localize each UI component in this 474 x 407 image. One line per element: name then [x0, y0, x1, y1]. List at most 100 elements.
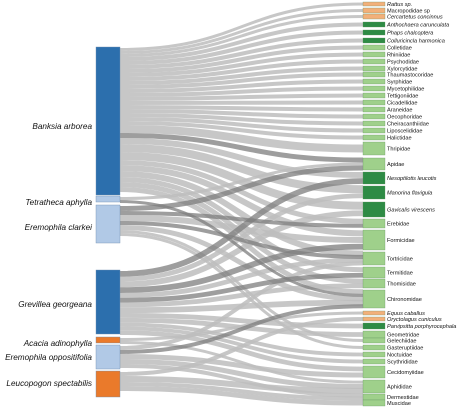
visitor-label-parvipsitta-porphyrocephala: Parvipsitta porphyrocephala — [387, 324, 456, 330]
plant-label-leucopogon-spectabilis: Leucopogon spectabilis — [6, 379, 92, 388]
visitor-label-cercartetus-concinnus: Cercartetus concinnus — [387, 15, 443, 21]
visitor-node-rattus-sp — [362, 1, 386, 7]
visitor-node-cicadellidae — [362, 99, 386, 106]
plant-label-eremophila-clarkei: Eremophila clarkei — [25, 223, 93, 232]
flow-banksia-arborea-to-oecophoridae — [119, 109, 364, 119]
visitor-node-chironomidae — [362, 289, 386, 309]
visitor-node-thomisidae — [362, 278, 386, 289]
visitor-node-psychodidae — [362, 58, 386, 65]
visitor-node-oecophoridae — [362, 113, 386, 120]
flow-eremophila-oppositifolia-to-cecidomyiidae — [119, 354, 364, 378]
plant-label-banksia-arborea: Banksia arborea — [32, 122, 92, 131]
visitor-node-erebidae — [362, 218, 386, 229]
visitor-label-manorina-flavigula: Manorina flavigula — [387, 191, 432, 197]
flow-grevillea-georgeana-to-tortricidae — [119, 257, 364, 298]
flow-tetratheca-aphylla-to-apidae — [119, 162, 364, 200]
flow-eremophila-clarkei-to-erebidae — [119, 211, 364, 228]
visitor-label-noctuidae: Noctuidae — [387, 353, 412, 359]
visitor-label-anthochaera-carunculata: Anthochaera carunculata — [386, 23, 449, 29]
visitor-node-parvipsitta-porphyrocephala — [362, 322, 386, 330]
visitor-label-termitidae: Termitidae — [387, 271, 413, 277]
visitor-node-oryctolagus-cuniculus — [362, 316, 386, 322]
visitor-node-macropodidae-sp — [362, 7, 386, 14]
plant-node-acacia-adinophylla — [95, 336, 121, 344]
interaction-flows — [119, 2, 364, 406]
flow-grevillea-georgeana-to-noctuidae — [119, 322, 364, 357]
visitor-node-scythrididae — [362, 358, 386, 365]
visitor-label-muscidae: Muscidae — [387, 401, 411, 407]
visitor-label-cheiracanthiidae: Cheiracanthiidae — [387, 122, 429, 128]
flow-grevillea-georgeana-to-termitidae — [119, 272, 364, 303]
plant-labels: Banksia arborea Tetratheca aphylla Eremoph… — [5, 122, 92, 388]
visitor-node-mycetophilidae — [362, 85, 386, 92]
visitor-label-macropodidae-sp: Macropodidae sp — [387, 9, 430, 15]
flow-banksia-arborea-to-psychodidae — [119, 59, 364, 81]
flow-banksia-arborea-to-colletidae — [119, 45, 364, 73]
visitor-node-geometridae — [362, 330, 386, 339]
flow-eremophila-clarkei-to-chironomidae — [119, 225, 364, 302]
visitor-node-rhiniidae — [362, 51, 386, 58]
flow-grevillea-georgeana-to-manorina-flavigula — [119, 193, 364, 282]
visitor-node-colletidae — [362, 44, 386, 51]
visitor-label-chironomidae: Chironomidae — [387, 297, 422, 303]
flow-banksia-arborea-to-rhiniidae — [119, 52, 364, 77]
flow-leucopogon-spectabilis-to-muscidae — [119, 386, 364, 406]
visitor-node-phaps-chalcoptera — [362, 29, 386, 36]
flow-leucopogon-spectabilis-to-aphididae — [119, 376, 364, 394]
visitor-node-araneidae — [362, 106, 386, 113]
visitor-node-apidae — [362, 157, 386, 171]
visitor-node-cecidomyiidae — [362, 365, 386, 379]
flow-acacia-adinophylla-to-equus-caballus — [119, 311, 364, 341]
visitor-label-erebidae: Erebidae — [387, 222, 409, 228]
plant-node-tetratheca-aphylla — [95, 195, 121, 203]
visitor-label-halictidae: Halictidae — [387, 136, 412, 142]
visitor-label-oecophoridae: Oecophoridae — [387, 115, 422, 121]
visitor-node-xylorcytidae — [362, 65, 386, 72]
visitor-label-psychodidae: Psychodidae — [387, 60, 419, 66]
plant-node-leucopogon-spectabilis — [95, 370, 121, 398]
visitor-label-nesoptilotis-leucotis: Nesoptilotis leucotis — [387, 176, 437, 182]
visitor-label-tettigoniidae: Tettigoniidae — [387, 94, 418, 100]
visitor-node-tortricidae — [362, 251, 386, 266]
flow-banksia-arborea-to-nesoptilotis-leucotis — [119, 138, 364, 178]
flow-leucopogon-spectabilis-to-oryctolagus-cuniculus — [119, 317, 364, 376]
visitor-label-formicidae: Formicidae — [387, 238, 415, 244]
visitor-label-rhiniidae: Rhiniidae — [387, 53, 410, 59]
visitor-label-oryctolagus-cuniculus: Oryctolagus cuniculus — [387, 317, 442, 323]
flow-banksia-arborea-to-cheiracanthiidae — [119, 113, 364, 126]
plant-nodes — [95, 46, 121, 398]
visitor-label-colluricincla-harmonica: Colluricincla harmonica — [387, 39, 445, 45]
visitor-node-tettigoniidae — [362, 92, 386, 99]
plant-label-tetratheca-aphylla: Tetratheca aphylla — [25, 198, 92, 207]
flow-banksia-arborea-to-xylorcytidae — [119, 66, 364, 85]
visitor-label-apidae: Apidae — [387, 162, 404, 168]
visitor-label-tortricidae: Tortricidae — [387, 257, 413, 263]
flow-banksia-arborea-to-anthochaera-carunculata — [119, 22, 364, 61]
flow-eremophila-clarkei-to-tortricidae — [119, 221, 364, 259]
visitor-label-geometridae: Geometridae — [387, 333, 419, 339]
visitor-label-mycetophilidae: Mycetophilidae — [387, 87, 424, 93]
plant-label-acacia-adinophylla: Acacia adinophylla — [23, 339, 93, 348]
flow-grevillea-georgeana-to-formicidae — [119, 243, 364, 293]
plant-node-banksia-arborea — [95, 46, 121, 196]
visitor-node-cheiracanthiidae — [362, 120, 386, 127]
visitor-node-dermestidae — [362, 393, 386, 401]
flow-banksia-arborea-to-mycetophilidae — [119, 86, 364, 97]
visitor-label-thaumastocoridae: Thaumastocoridae — [387, 73, 433, 79]
flow-eremophila-oppositifolia-to-chironomidae — [119, 304, 364, 354]
plant-node-eremophila-clarkei — [95, 204, 121, 244]
visitor-node-colluricincla-harmonica — [362, 37, 386, 44]
flow-banksia-arborea-to-tettigoniidae — [119, 93, 364, 101]
flow-eremophila-oppositifolia-to-aphididae — [119, 359, 364, 389]
flow-banksia-arborea-to-colluricincla-harmonica — [119, 38, 364, 69]
flow-leucopogon-spectabilis-to-dermestidae — [119, 382, 364, 401]
flow-banksia-arborea-to-cercartetus-concinnus — [119, 15, 364, 57]
flow-grevillea-georgeana-to-thomisidae — [119, 283, 364, 308]
flow-banksia-arborea-to-rattus-sp — [119, 2, 364, 51]
visitor-node-halictidae — [362, 134, 386, 141]
flow-banksia-arborea-to-macropodidae-sp — [119, 9, 364, 54]
visitor-label-rattus-sp: Rattus sp. — [387, 2, 412, 8]
plant-label-grevillea-georgeana: Grevillea georgeana — [18, 300, 92, 309]
visitor-node-anthochaera-carunculata — [362, 21, 386, 28]
